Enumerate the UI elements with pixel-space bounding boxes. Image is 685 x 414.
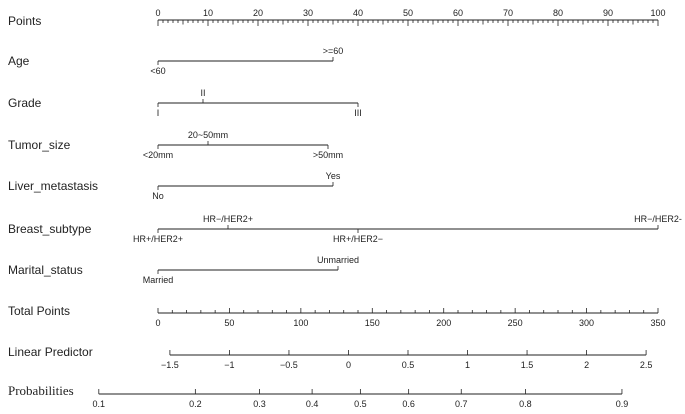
breast-subtype-level-label: HR−/HER2+ (203, 214, 253, 224)
linear-predictor-tick-label: 2 (584, 360, 589, 370)
total-points-tick-label: 50 (224, 318, 234, 328)
total-points-tick-label: 300 (579, 318, 594, 328)
linear-predictor-tick-label: −1 (224, 360, 234, 370)
breast-subtype-level-label: HR+/HER2+ (133, 234, 183, 244)
total-points-tick-label: 0 (155, 318, 160, 328)
row-label-tumor-size: Tumor_size (8, 138, 71, 152)
marital-status-level-label: Unmarried (317, 255, 359, 265)
points-tick-label: 90 (603, 8, 613, 18)
row-label-liver-metastasis: Liver_metastasis (8, 179, 98, 193)
breast-subtype-level-label: HR+/HER2− (333, 234, 383, 244)
total-points-tick-label: 150 (365, 318, 380, 328)
probabilities-tick-label: 0.6 (402, 399, 415, 409)
age-level-label: >=60 (323, 46, 344, 56)
points-tick-label: 60 (453, 8, 463, 18)
probabilities-tick-label: 0.4 (306, 399, 319, 409)
linear-predictor-tick-label: −0.5 (280, 360, 298, 370)
linear-predictor-tick-label: 1 (465, 360, 470, 370)
points-tick-label: 0 (155, 8, 160, 18)
points-tick-label: 40 (353, 8, 363, 18)
total-points-tick-label: 200 (436, 318, 451, 328)
probabilities-tick-label: 0.2 (189, 399, 202, 409)
linear-predictor-tick-label: 0 (346, 360, 351, 370)
tumor-size-level-label: <20mm (143, 150, 173, 160)
linear-predictor-tick-label: −1.5 (161, 360, 179, 370)
age-level-label: <60 (150, 66, 165, 76)
grade-level-label: I (157, 108, 160, 118)
points-tick-label: 80 (553, 8, 563, 18)
tumor-size-level-label: >50mm (313, 150, 343, 160)
points-tick-label: 10 (203, 8, 213, 18)
points-tick-label: 70 (503, 8, 513, 18)
row-label-linear-predictor: Linear Predictor (8, 345, 93, 359)
probabilities-tick-label: 0.1 (93, 399, 106, 409)
probabilities-tick-label: 0.5 (354, 399, 367, 409)
liver-metastasis-level-label: Yes (326, 171, 341, 181)
linear-predictor-tick-label: 0.5 (402, 360, 415, 370)
probabilities-tick-label: 0.7 (455, 399, 468, 409)
total-points-tick-label: 250 (508, 318, 523, 328)
row-label-probabilities: Probabilities (8, 383, 74, 398)
grade-level-label: III (354, 108, 362, 118)
row-label-marital-status: Marital_status (8, 263, 83, 277)
breast-subtype-level-label: HR−/HER2- (634, 214, 682, 224)
probabilities-tick-label: 0.3 (253, 399, 266, 409)
row-label-points: Points (8, 14, 41, 28)
total-points-tick-label: 100 (293, 318, 308, 328)
row-label-total-points: Total Points (8, 304, 70, 318)
probabilities-tick-label: 0.9 (616, 399, 629, 409)
linear-predictor-tick-label: 1.5 (521, 360, 534, 370)
points-tick-label: 50 (403, 8, 413, 18)
grade-level-label: II (200, 88, 205, 98)
row-label-age: Age (8, 54, 30, 68)
row-label-grade: Grade (8, 96, 42, 110)
points-tick-label: 100 (650, 8, 665, 18)
total-points-tick-label: 350 (650, 318, 665, 328)
points-tick-label: 30 (303, 8, 313, 18)
marital-status-level-label: Married (143, 275, 174, 285)
probabilities-tick-label: 0.8 (519, 399, 532, 409)
linear-predictor-tick-label: 2.5 (640, 360, 653, 370)
row-label-breast-subtype: Breast_subtype (8, 222, 92, 236)
liver-metastasis-level-label: No (152, 191, 164, 201)
tumor-size-level-label: 20~50mm (188, 130, 228, 140)
points-tick-label: 20 (253, 8, 263, 18)
